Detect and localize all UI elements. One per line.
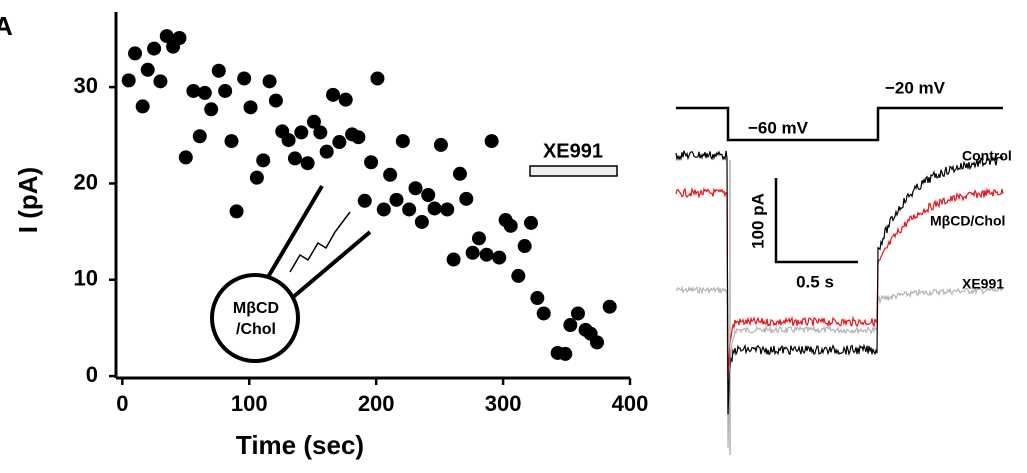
scale-label: 0.5 s <box>796 272 834 291</box>
x-tick-label: 200 <box>358 391 395 416</box>
data-point <box>262 74 277 89</box>
data-point <box>479 247 494 262</box>
data-point <box>153 74 168 89</box>
data-point <box>376 202 391 217</box>
x-axis-title: Time (sec) <box>236 430 364 460</box>
data-point <box>147 41 162 56</box>
panel-label: A <box>0 11 13 41</box>
data-point <box>140 62 155 77</box>
data-point <box>178 150 193 165</box>
data-point <box>370 71 385 86</box>
data-point <box>536 306 551 321</box>
trace-label: Control <box>962 148 1012 164</box>
data-point <box>287 151 302 166</box>
data-point <box>121 73 136 88</box>
x-tick-label: 0 <box>116 391 128 416</box>
data-point <box>446 252 461 267</box>
y-axis-title: I (pA) <box>13 167 43 233</box>
data-point <box>249 170 264 185</box>
data-point <box>465 245 480 260</box>
data-point <box>218 83 233 98</box>
x-tick-label: 100 <box>231 391 268 416</box>
y-tick-label: 30 <box>74 73 98 98</box>
drug-bar <box>529 165 618 177</box>
data-point <box>256 153 271 168</box>
data-point <box>357 193 372 208</box>
protocol-label: −60 mV <box>748 118 809 137</box>
data-point <box>332 135 347 150</box>
pipette-label: /Chol <box>236 321 276 338</box>
y-tick-label: 10 <box>74 266 98 291</box>
data-point <box>602 299 617 314</box>
y-tick-label: 20 <box>74 169 98 194</box>
current-trace <box>675 285 1004 448</box>
data-point <box>383 167 398 182</box>
data-point <box>159 29 174 44</box>
data-point <box>433 137 448 152</box>
current-trace <box>675 150 1004 415</box>
data-point <box>204 102 219 117</box>
data-point <box>281 133 296 148</box>
data-point <box>319 144 334 159</box>
data-point <box>306 114 321 129</box>
pipette <box>210 184 372 363</box>
data-point <box>503 218 518 233</box>
data-point <box>135 99 150 114</box>
data-point <box>172 31 187 46</box>
data-point <box>459 191 474 206</box>
data-point <box>590 335 605 350</box>
data-point <box>440 202 455 217</box>
data-point <box>389 192 404 207</box>
trace-label: XE991 <box>962 276 1004 292</box>
data-point <box>351 130 366 145</box>
data-point <box>186 83 201 98</box>
data-point <box>402 202 417 217</box>
data-point <box>294 125 309 140</box>
data-point <box>570 306 585 321</box>
x-tick-label: 400 <box>612 391 649 416</box>
data-point <box>268 93 283 108</box>
y-tick-label: 0 <box>86 362 98 387</box>
data-point <box>338 92 353 107</box>
data-point <box>326 87 341 102</box>
data-point <box>530 291 545 306</box>
pipette-label: MβCD <box>233 300 279 317</box>
data-point <box>524 215 539 230</box>
data-point <box>511 268 526 283</box>
scale-label: 100 pA <box>748 193 767 249</box>
data-point <box>211 63 226 78</box>
data-point <box>395 134 410 149</box>
data-point <box>517 239 532 254</box>
data-point <box>224 134 239 149</box>
data-point <box>427 201 442 216</box>
drug-label: XE991 <box>543 140 603 162</box>
data-point <box>237 71 252 86</box>
voltage-protocol <box>676 106 1003 142</box>
data-point <box>197 85 212 100</box>
data-point <box>484 134 499 149</box>
data-point <box>492 250 507 265</box>
data-point <box>558 346 573 361</box>
data-point <box>408 181 423 196</box>
protocol-label: −20 mV <box>885 78 946 97</box>
data-point <box>128 46 143 61</box>
data-point <box>313 125 328 140</box>
data-point <box>243 100 258 115</box>
x-tick-label: 300 <box>485 391 522 416</box>
data-point <box>414 214 429 229</box>
data-point <box>229 204 244 219</box>
scale-bar <box>774 178 858 264</box>
data-point <box>471 231 486 246</box>
data-point <box>364 155 379 170</box>
data-point <box>452 166 467 181</box>
data-point <box>300 156 315 171</box>
current-traces <box>675 150 1004 455</box>
data-point <box>192 129 207 144</box>
data-point <box>421 188 436 202</box>
data-point <box>563 318 578 333</box>
trace-label: MβCD/Chol <box>930 213 1005 229</box>
